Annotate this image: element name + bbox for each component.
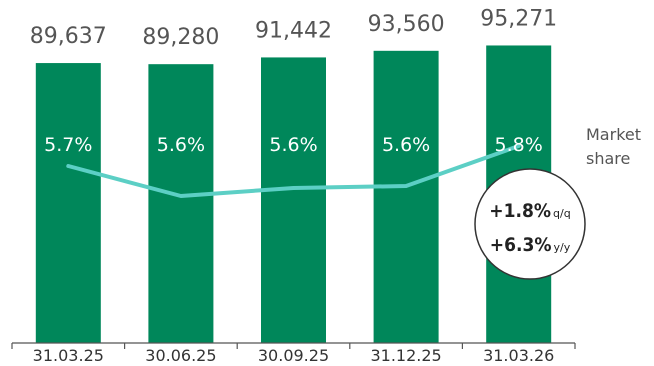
bar-value-label: 93,560 <box>368 12 445 37</box>
bar <box>35 63 101 343</box>
bar <box>261 57 326 343</box>
growth-badge: +1.8% q/q +6.3% y/y <box>474 168 586 280</box>
bar-value-label: 89,280 <box>142 25 219 50</box>
x-ticks-layer <box>11 343 576 349</box>
growth-qoq-unit: q/q <box>553 207 571 220</box>
bar-value-label: 91,442 <box>255 18 332 43</box>
market-share-label: 5.6% <box>157 134 205 156</box>
value-labels-layer: 89,637 89,280 91,442 93,560 95,271 <box>30 6 557 50</box>
market-share-line <box>66 144 521 198</box>
x-tick-label: 31.03.26 <box>483 346 554 365</box>
market-share-label: 5.6% <box>269 134 317 156</box>
bar <box>373 50 439 343</box>
bar-value-label: 89,637 <box>30 24 107 49</box>
growth-yoy-value: +6.3% <box>490 234 552 256</box>
x-tick-label: 31.12.25 <box>370 346 441 365</box>
bar <box>148 64 214 343</box>
x-tick-label: 31.03.25 <box>33 346 104 365</box>
bar-value-label: 95,271 <box>480 6 557 31</box>
line-series-label-line1: Market <box>586 125 641 144</box>
market-share-label: 5.6% <box>382 134 430 156</box>
growth-qoq: +1.8% q/q <box>489 200 570 222</box>
x-tick-labels-layer: 31.03.25 30.06.25 30.09.25 31.12.25 31.03.26 <box>33 346 555 365</box>
growth-badge-circle <box>474 168 586 280</box>
growth-qoq-value: +1.8% <box>489 200 551 222</box>
market-share-label: 5.7% <box>44 134 92 156</box>
growth-yoy: +6.3% y/y <box>490 234 571 256</box>
line-series-label-line2: share <box>586 149 630 168</box>
x-tick-label: 30.06.25 <box>145 346 216 365</box>
x-tick-label: 30.09.25 <box>258 346 329 365</box>
market-share-label: 5.8% <box>495 134 543 156</box>
growth-yoy-unit: y/y <box>554 241 571 254</box>
share-labels-layer: 5.7% 5.6% 5.6% 5.6% 5.8% <box>44 134 543 156</box>
bars-layer <box>35 45 552 344</box>
